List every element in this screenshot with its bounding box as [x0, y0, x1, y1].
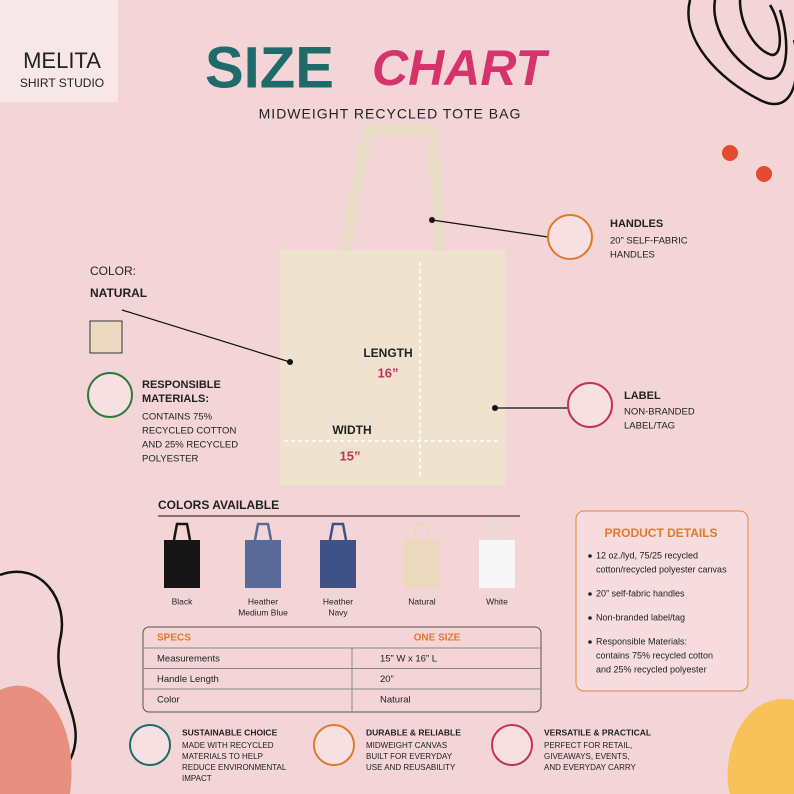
- dot: [722, 145, 738, 161]
- width-value: 15”: [340, 448, 361, 463]
- length-value: 16”: [378, 365, 399, 380]
- materials-title: RESPONSIBLE: [142, 379, 221, 391]
- width-label: WIDTH: [332, 423, 371, 437]
- handles-text: HANDLES: [610, 250, 655, 261]
- bag: [404, 540, 440, 588]
- materials-title: MATERIALS:: [142, 393, 209, 405]
- bag: [320, 540, 356, 588]
- feature-icon: [129, 724, 171, 766]
- bag: [479, 540, 515, 588]
- detail-text: Non-branded label/tag: [596, 612, 685, 622]
- color-value: NATURAL: [90, 286, 147, 300]
- bullet: [588, 592, 592, 596]
- label-text: NON-BRANDED: [624, 407, 695, 418]
- brand-box: [0, 0, 118, 102]
- bullet: [588, 640, 592, 644]
- bag-handle: [172, 522, 192, 541]
- color-name: Heather: [323, 596, 353, 606]
- materials-text: CONTAINS 75%: [142, 412, 213, 423]
- color-name: Navy: [328, 607, 348, 617]
- detail-text: 12 oz./lyd, 75/25 recycled: [596, 550, 698, 560]
- swatch: [89, 320, 123, 354]
- bag-handle: [412, 522, 432, 541]
- feature-text: AND EVERYDAY CARRY: [544, 763, 637, 772]
- feature-text: MADE WITH RECYCLED: [182, 741, 274, 750]
- detail-text: 20” self-fabric handles: [596, 588, 685, 598]
- spec-value: 20”: [380, 674, 394, 685]
- feature-title: SUSTAINABLE CHOICE: [182, 727, 278, 737]
- tote: [280, 124, 505, 485]
- length-label: LENGTH: [363, 346, 412, 360]
- blob: [0, 685, 72, 794]
- specs-table: [142, 626, 542, 713]
- feature-text: REDUCE ENVIRONMENTAL: [182, 763, 287, 772]
- bullet: [588, 616, 592, 620]
- title-a: SIZE: [205, 35, 334, 100]
- bag: [245, 540, 281, 588]
- feature-title: VERSATILE & PRACTICAL: [544, 727, 651, 737]
- feature-icon: [491, 724, 533, 766]
- label-icon: [567, 382, 613, 428]
- spec-name: Measurements: [157, 654, 220, 665]
- detail-text: and 25% recycled polyester: [596, 664, 707, 674]
- materials-text: RECYCLED COTTON: [142, 426, 236, 437]
- materials-text: POLYESTER: [142, 454, 198, 465]
- colors-title: COLORS AVAILABLE: [158, 498, 279, 512]
- feature-text: GIVEAWAYS, EVENTS,: [544, 752, 630, 761]
- decor: [0, 0, 794, 761]
- bag-handle: [328, 522, 348, 541]
- bullet: [588, 554, 592, 558]
- specs-head: SPECS: [157, 633, 191, 644]
- bag-handle: [253, 522, 273, 541]
- feature-text: BUILT FOR EVERYDAY: [366, 752, 453, 761]
- label-title: LABEL: [624, 390, 661, 402]
- color-name: Heather: [248, 596, 278, 606]
- bag-handle: [487, 522, 507, 541]
- title-b: CHART: [372, 40, 551, 96]
- color-label: COLOR:: [90, 264, 136, 278]
- detail-text: contains 75% recycled cotton: [596, 650, 713, 660]
- spec-value: 15” W x 16” L: [380, 654, 437, 665]
- color-name: Black: [172, 596, 194, 606]
- detail-text: Responsible Materials:: [596, 636, 687, 646]
- spec-name: Handle Length: [157, 674, 219, 685]
- details-box: [575, 510, 749, 692]
- blob: [727, 699, 794, 794]
- color-name: White: [486, 596, 508, 606]
- brand-name: MELITA: [23, 48, 101, 73]
- dot: [429, 217, 435, 223]
- feature-text: MATERIALS TO HELP: [182, 752, 263, 761]
- spec-value: Natural: [380, 695, 411, 706]
- materials-icon: [87, 372, 133, 418]
- detail-text: cotton/recycled polyester canvas: [596, 564, 727, 574]
- subtitle: MIDWEIGHT RECYCLED TOTE BAG: [259, 106, 522, 122]
- color-name: Natural: [408, 596, 436, 606]
- materials-text: AND 25% RECYCLED: [142, 440, 238, 451]
- specs-head: ONE SIZE: [414, 633, 461, 644]
- feature-text: IMPACT: [182, 774, 212, 783]
- feature-icon: [313, 724, 355, 766]
- color-name: Medium Blue: [238, 607, 288, 617]
- leaders: [121, 219, 568, 409]
- dot: [492, 405, 498, 411]
- handles-icon: [547, 214, 593, 260]
- details-title: PRODUCT DETAILS: [604, 526, 717, 540]
- feature-title: DURABLE & RELIABLE: [366, 727, 461, 737]
- handles-title: HANDLES: [610, 218, 663, 230]
- bag: [164, 540, 200, 588]
- feature-text: MIDWEIGHT CANVAS: [366, 741, 447, 750]
- feature-text: PERFECT FOR RETAIL,: [544, 741, 632, 750]
- handles-text: 20” SELF-FABRIC: [610, 236, 688, 247]
- feature-text: USE AND REUSABILITY: [366, 763, 456, 772]
- label-text: LABEL/TAG: [624, 421, 675, 432]
- brand-sub: SHIRT STUDIO: [20, 76, 104, 90]
- dot: [287, 359, 293, 365]
- spec-name: Color: [157, 695, 180, 706]
- dot: [756, 166, 772, 182]
